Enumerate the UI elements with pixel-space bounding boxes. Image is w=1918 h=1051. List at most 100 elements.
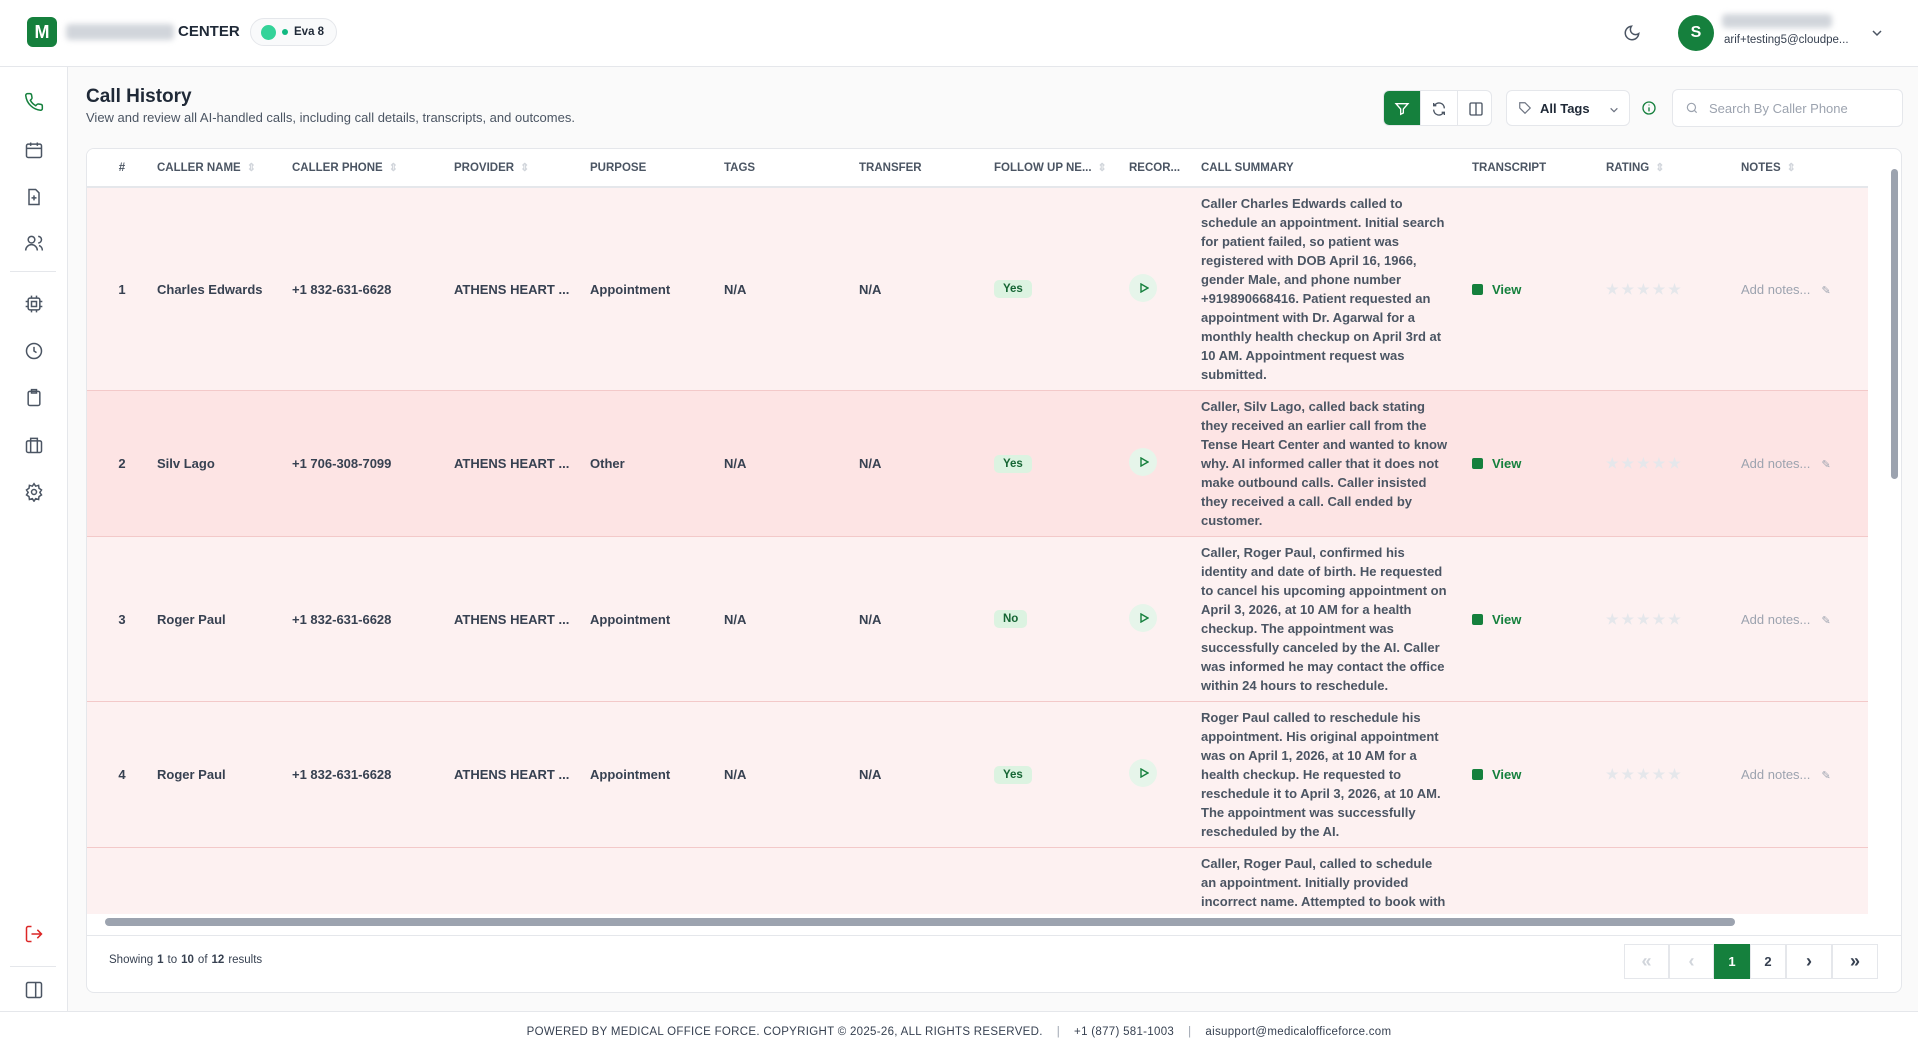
edit-icon: ✎	[1818, 459, 1831, 471]
sort-icon[interactable]: ⇕	[520, 162, 530, 174]
transcript-link[interactable]: View	[1472, 282, 1521, 297]
sort-icon[interactable]: ⇕	[246, 162, 256, 174]
nav-calendar[interactable]	[24, 140, 44, 160]
sort-icon[interactable]: ⇕	[388, 162, 398, 174]
edit-icon: ✎	[1818, 614, 1831, 627]
rating-stars[interactable]: ★★★★★	[1606, 280, 1684, 297]
avatar[interactable]: S	[1678, 15, 1714, 51]
play-button[interactable]	[1129, 448, 1157, 476]
page-button[interactable]: 1	[1714, 944, 1750, 979]
nav-patients[interactable]	[24, 233, 44, 253]
rating-stars[interactable]: ★★★★★	[1606, 610, 1684, 627]
follow-up-cell	[986, 847, 1121, 914]
transcript-link[interactable]: View	[1472, 456, 1521, 471]
notes-placeholder: Add notes...	[1741, 767, 1811, 782]
to-label: to	[167, 954, 178, 966]
showing-label: Showing	[109, 954, 154, 966]
column-label: TRANSCRIPT	[1472, 161, 1547, 174]
column-label: NOTES	[1741, 162, 1781, 174]
user-menu-caret[interactable]	[1871, 27, 1883, 39]
first-page[interactable]: «	[1624, 944, 1669, 979]
call-summary: Caller, Roger Paul, called to schedule a…	[1201, 856, 1446, 914]
tags: N/A	[724, 456, 747, 471]
caller-phone-cell: +1 706-308-7099	[284, 390, 446, 537]
rating-cell: ★★★★★	[1598, 701, 1733, 848]
columns-button[interactable]	[1457, 91, 1491, 125]
column-header: RECOR...	[1121, 149, 1193, 188]
nav-tasks[interactable]	[24, 388, 44, 408]
follow-up-cell: Yes	[986, 390, 1121, 537]
recording-cell	[1121, 847, 1193, 914]
last-page[interactable]: »	[1832, 944, 1878, 979]
transcript-cell: View	[1464, 187, 1598, 391]
call-row[interactable]: 2 Silv Lago +1 706-308-7099 ATHENS HEART ..…	[87, 390, 1868, 537]
caller-phone: +1 706-308-7099	[292, 456, 392, 471]
nav-history[interactable]	[24, 341, 44, 361]
caller-name-cell: Roger Paul	[149, 536, 284, 702]
rating-stars[interactable]: ★★★★★	[1606, 766, 1684, 782]
tags-filter[interactable]: All Tags	[1506, 90, 1630, 126]
rating-cell: ★★★★★	[1598, 390, 1733, 537]
agent-badge[interactable]: Eva 8	[250, 18, 338, 46]
notes-input[interactable]: Add notes... ✎	[1741, 612, 1831, 627]
range-to: 10	[181, 954, 194, 966]
total: 12	[211, 954, 225, 966]
caller-phone: +1 832-631-6628	[292, 611, 392, 627]
tags: N/A	[724, 611, 747, 627]
call-row[interactable]: 1 Charles Edwards +1 832-631-6628 ATHENS HE…	[87, 187, 1868, 391]
nav-documents[interactable]	[24, 187, 44, 207]
view-controls	[1383, 90, 1492, 126]
caller-phone: +1 832-631-6628	[292, 281, 392, 297]
transcript-link[interactable]: View	[1472, 767, 1521, 782]
nav-business[interactable]	[24, 435, 44, 455]
next-page[interactable]: ›	[1786, 944, 1832, 979]
page-button[interactable]: 2	[1750, 944, 1786, 979]
purpose: Appointment	[590, 767, 671, 782]
call-row[interactable]: 3 Roger Paul +1 832-631-6628 ATHENS HEART .…	[87, 536, 1868, 702]
horizontal-scrollbar[interactable]	[95, 915, 1885, 929]
caller-name: Roger Paul	[157, 611, 226, 627]
support-email[interactable]: aisupport@medicalofficeforce.com	[1205, 1025, 1392, 1038]
notes-input[interactable]: Add notes... ✎	[1741, 767, 1831, 782]
prev-page[interactable]: ‹	[1669, 944, 1714, 979]
call-summary: Caller, Roger Paul, confirmed his identi…	[1201, 545, 1447, 693]
sort-icon[interactable]: ⇕	[1655, 162, 1665, 174]
rating-stars[interactable]: ★★★★★	[1606, 455, 1684, 471]
top-bar: M CENTER Eva 8 S arif+testing5@cloudpe..…	[0, 0, 1918, 67]
call-row[interactable]: Caller, Roger Paul, called to schedule a…	[87, 847, 1868, 914]
logo[interactable]: M	[27, 17, 57, 47]
search-input[interactable]: Search By Caller Phone	[1672, 89, 1903, 127]
provider: ATHENS HEART ...	[454, 456, 570, 471]
transcript-icon	[1472, 283, 1483, 295]
theme-toggle[interactable]	[1623, 24, 1641, 42]
transcript-label: View	[1492, 767, 1522, 782]
collapse-sidebar[interactable]	[24, 980, 44, 1000]
nav-calls[interactable]	[24, 92, 44, 112]
filter-button[interactable]	[1384, 91, 1420, 125]
transcript-cell	[1464, 847, 1598, 914]
vertical-scrollbar[interactable]	[1887, 149, 1901, 914]
provider-cell: ATHENS HEART ...	[446, 187, 582, 391]
nav-settings[interactable]	[24, 482, 44, 503]
follow-up-badge: Yes	[994, 280, 1032, 298]
play-button[interactable]	[1129, 759, 1157, 787]
play-button[interactable]	[1129, 603, 1157, 632]
sort-icon[interactable]: ⇕	[1786, 162, 1796, 174]
nav-ai[interactable]	[24, 294, 44, 314]
notes-input[interactable]: Add notes... ✎	[1741, 282, 1831, 297]
refresh-button[interactable]	[1420, 91, 1457, 125]
logout[interactable]	[24, 924, 44, 944]
column-label: CALLER PHONE	[292, 162, 383, 174]
play-button[interactable]	[1129, 273, 1157, 302]
caller-name-cell: Silv Lago	[149, 390, 284, 537]
provider: ATHENS HEART ...	[454, 767, 570, 782]
transcript-label: View	[1492, 456, 1522, 471]
info-icon[interactable]	[1641, 100, 1657, 116]
of-label: of	[197, 954, 208, 966]
call-row[interactable]: 4 Roger Paul +1 832-631-6628 ATHENS HEART .…	[87, 701, 1868, 848]
row-index: 1	[118, 281, 126, 297]
notes-input[interactable]: Add notes... ✎	[1741, 456, 1831, 471]
sort-icon[interactable]: ⇕	[1097, 162, 1107, 174]
transcript-link[interactable]: View	[1472, 612, 1521, 627]
